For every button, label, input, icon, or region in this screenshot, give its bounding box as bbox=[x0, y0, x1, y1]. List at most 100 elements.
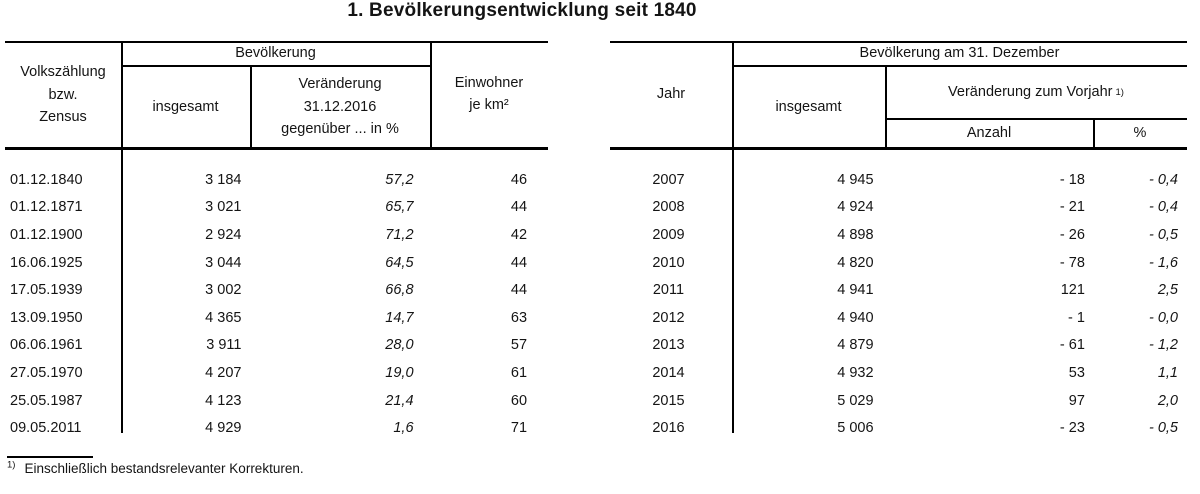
footnote-text: Einschließlich bestandsrelevanter Korrek… bbox=[24, 461, 304, 476]
total-cell: 5 029 bbox=[837, 392, 874, 409]
yearly-col1-divider bbox=[732, 41, 734, 433]
change-count-cell: 121 bbox=[1060, 282, 1085, 299]
change-percent-cell: - 1,6 bbox=[1148, 254, 1178, 271]
footnote: 1) Einschließlich bestandsrelevanter Korr… bbox=[7, 459, 304, 476]
change-count-cell: - 26 bbox=[1059, 226, 1085, 243]
yearly-anzahl-pct-divider bbox=[1093, 118, 1095, 147]
change-count-cell: - 21 bbox=[1059, 199, 1085, 216]
total-cell: 4 941 bbox=[837, 282, 874, 299]
census-date-cell: 09.05.2011 bbox=[10, 420, 82, 437]
density-cell: 44 bbox=[510, 254, 528, 271]
yearly-table-row: 2016 5 006 - 23 - 0,5 bbox=[610, 414, 1187, 442]
yearly-table-row: 2008 4 924 - 21 - 0,4 bbox=[610, 194, 1187, 222]
yearly-table-row: 2009 4 898 - 26 - 0,5 bbox=[610, 221, 1187, 249]
yearly-header-bottom-rule bbox=[610, 147, 1187, 150]
census-date-cell: 16.06.1925 bbox=[10, 254, 83, 271]
year-cell: 2011 bbox=[652, 282, 685, 299]
density-cell: 61 bbox=[510, 364, 528, 381]
total-cell: 4 924 bbox=[837, 199, 874, 216]
census-table-row: 17.05.1939 3 002 66,8 44 bbox=[5, 276, 548, 304]
yearly-table-row: 2007 4 945 - 18 - 0,4 bbox=[610, 166, 1187, 194]
year-cell: 2015 bbox=[652, 392, 685, 409]
census-table-row: 27.05.1970 4 207 19,0 61 bbox=[5, 359, 548, 387]
change-percent-cell: - 0,0 bbox=[1148, 309, 1178, 326]
total-cell: 4 879 bbox=[837, 337, 874, 354]
total-cell: 4 820 bbox=[837, 254, 874, 271]
footnote-separator-rule bbox=[7, 456, 93, 458]
yearly-table-row: 2010 4 820 - 78 - 1,6 bbox=[610, 249, 1187, 277]
census-col1-divider bbox=[121, 41, 123, 433]
census-table-row: 16.06.1925 3 044 64,5 44 bbox=[5, 249, 548, 277]
header-veraenderung-2016: Veränderung 31.12.2016 gegenüber ... in … bbox=[281, 76, 399, 138]
total-cell: 3 021 bbox=[205, 199, 242, 216]
header-veraenderung-vorjahr-label: Veränderung zum Vorjahr bbox=[948, 84, 1113, 101]
total-cell: 3 002 bbox=[205, 282, 242, 299]
density-cell: 44 bbox=[510, 282, 528, 299]
change-percent-cell: 28,0 bbox=[385, 337, 414, 354]
census-table-row: 06.06.1961 3 911 28,0 57 bbox=[5, 332, 548, 360]
yearly-group-bottom-rule bbox=[732, 65, 1187, 67]
header-einwohner-km2: Einwohner je km² bbox=[454, 74, 524, 113]
page-title: 1. Bevölkerungsentwicklung seit 1840 bbox=[347, 0, 697, 21]
change-count-cell: - 61 bbox=[1059, 337, 1085, 354]
change-percent-cell: - 0,4 bbox=[1148, 199, 1178, 216]
year-cell: 2007 bbox=[652, 171, 685, 188]
change-count-cell: - 78 bbox=[1059, 254, 1085, 271]
year-cell: 2010 bbox=[652, 254, 685, 271]
census-table-top-rule bbox=[5, 41, 548, 43]
density-cell: 46 bbox=[510, 171, 528, 188]
yearly-table-body: 2007 4 945 - 18 - 0,4 2008 4 924 - 21 - … bbox=[610, 166, 1187, 442]
change-percent-cell: 65,7 bbox=[385, 199, 414, 216]
yearly-col2-divider bbox=[885, 65, 887, 147]
header-prozent: % bbox=[1133, 125, 1147, 142]
header-volkszaehlung: Volkszählung bzw. Zensus bbox=[20, 64, 106, 126]
census-table-row: 01.12.1871 3 021 65,7 44 bbox=[5, 194, 548, 222]
census-date-cell: 06.06.1961 bbox=[10, 337, 83, 354]
total-cell: 5 006 bbox=[837, 420, 874, 437]
change-count-cell: - 18 bbox=[1059, 171, 1085, 188]
total-cell: 3 911 bbox=[206, 337, 242, 354]
header-insgesamt-right: insgesamt bbox=[775, 98, 842, 115]
header-veraenderung-vorjahr: Veränderung zum Vorjahr 1) bbox=[885, 67, 1187, 118]
yearly-table-row: 2011 4 941 121 2,5 bbox=[610, 276, 1187, 304]
header-insgesamt-left: insgesamt bbox=[152, 98, 219, 115]
change-percent-cell: - 1,2 bbox=[1148, 337, 1178, 354]
density-cell: 71 bbox=[510, 420, 528, 437]
header-bevoelkerung-group: Bevölkerung bbox=[235, 44, 316, 61]
census-table-row: 25.05.1987 4 123 21,4 60 bbox=[5, 387, 548, 415]
change-percent-cell: - 0,5 bbox=[1148, 226, 1178, 243]
total-cell: 4 898 bbox=[837, 226, 874, 243]
density-cell: 57 bbox=[510, 337, 528, 354]
change-percent-cell: 64,5 bbox=[385, 254, 414, 271]
total-cell: 4 932 bbox=[837, 364, 874, 381]
yearly-change-bottom-rule bbox=[885, 118, 1187, 120]
change-count-cell: 53 bbox=[1068, 364, 1085, 381]
yearly-table-row: 2014 4 932 53 1,1 bbox=[610, 359, 1187, 387]
density-cell: 44 bbox=[510, 199, 528, 216]
footnote-ref: 1) bbox=[7, 459, 16, 471]
change-percent-cell: - 0,4 bbox=[1148, 171, 1178, 188]
year-cell: 2016 bbox=[652, 420, 685, 437]
change-count-cell: - 1 bbox=[1067, 309, 1085, 326]
year-cell: 2012 bbox=[652, 309, 685, 326]
yearly-table-row: 2012 4 940 - 1 - 0,0 bbox=[610, 304, 1187, 332]
change-percent-cell: 71,2 bbox=[385, 226, 414, 243]
change-count-cell: 97 bbox=[1068, 392, 1085, 409]
yearly-table-row: 2015 5 029 97 2,0 bbox=[610, 387, 1187, 415]
change-percent-cell: 21,4 bbox=[385, 392, 414, 409]
census-date-cell: 01.12.1840 bbox=[10, 171, 83, 188]
total-cell: 3 184 bbox=[205, 171, 242, 188]
census-group-bottom-rule bbox=[121, 65, 430, 67]
total-cell: 4 123 bbox=[205, 392, 242, 409]
total-cell: 4 365 bbox=[205, 309, 242, 326]
census-date-cell: 27.05.1970 bbox=[10, 364, 83, 381]
change-percent-cell: 2,5 bbox=[1157, 282, 1178, 299]
change-percent-cell: 19,0 bbox=[385, 364, 414, 381]
total-cell: 4 940 bbox=[837, 309, 874, 326]
census-date-cell: 25.05.1987 bbox=[10, 392, 83, 409]
total-cell: 2 924 bbox=[205, 226, 242, 243]
year-cell: 2009 bbox=[652, 226, 685, 243]
total-cell: 4 929 bbox=[205, 420, 242, 437]
census-table-row: 01.12.1900 2 924 71,2 42 bbox=[5, 221, 548, 249]
